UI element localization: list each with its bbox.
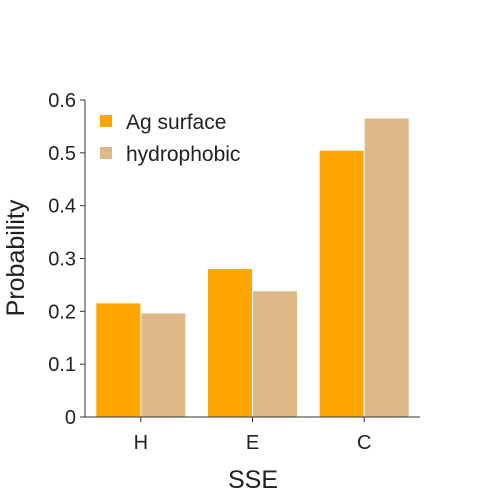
y-tick-label: 0.6 xyxy=(48,90,76,112)
y-axis-label: Probability xyxy=(2,199,30,316)
y-tick-label: 0.5 xyxy=(48,143,76,165)
y-ticks: 0 0.1 0.2 0.3 0.4 0.5 0.6 xyxy=(48,90,85,429)
x-tick-label: C xyxy=(357,432,371,454)
bar-ag-surface-e xyxy=(208,269,252,417)
y-tick-label: 0.3 xyxy=(48,249,76,271)
x-tick-label: H xyxy=(134,432,148,454)
legend-swatch xyxy=(100,147,112,159)
bars-layer xyxy=(96,118,409,417)
legend-label: Ag surface xyxy=(126,111,226,134)
legend: Ag surface hydrophobic xyxy=(100,111,240,166)
y-tick-label: 0.2 xyxy=(48,301,76,323)
bar-hydrophobic-e xyxy=(253,291,297,417)
legend-label: hydrophobic xyxy=(126,143,240,166)
legend-swatch xyxy=(100,115,112,127)
x-tick-label: E xyxy=(246,432,259,454)
bar-ag-surface-h xyxy=(96,303,141,417)
y-tick-label: 0.4 xyxy=(48,196,76,218)
y-tick-label: 0.1 xyxy=(48,354,76,376)
y-tick-label: 0 xyxy=(65,407,76,429)
bar-hydrophobic-h xyxy=(141,313,186,417)
bar-hydrophobic-c xyxy=(364,118,409,417)
x-axis-label: SSE xyxy=(228,466,278,494)
bar-ag-surface-c xyxy=(319,150,364,417)
